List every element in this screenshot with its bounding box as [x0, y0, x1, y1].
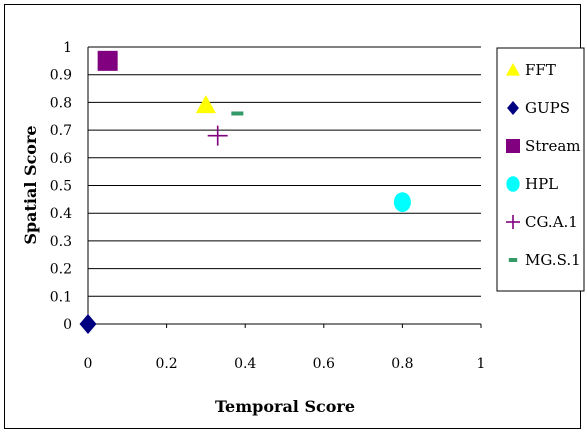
y-tick-label: 1 [63, 40, 72, 56]
legend-marker-diamond [507, 101, 519, 115]
y-tick-label: 0.1 [50, 289, 72, 305]
legend-items: FFT GUPS Stream HPL CG.A.1 MG.S.1 [506, 61, 581, 269]
legend-marker-triangle [506, 63, 520, 76]
y-tick-label: 0.9 [50, 68, 72, 84]
x-tick-label: 0.4 [234, 356, 256, 372]
legend-item: HPL [506, 175, 558, 193]
data-points [79, 50, 411, 334]
axes [87, 47, 482, 328]
x-axis-title: Temporal Score [215, 397, 355, 416]
point-mg-s-1 [231, 111, 244, 116]
x-tick-label: 0.8 [391, 356, 413, 372]
legend-label: FFT [525, 61, 556, 79]
point-hpl [393, 192, 411, 213]
legend-box [496, 47, 585, 292]
y-axis-title: Spatial Score [21, 125, 40, 244]
y-tick-label: 0 [63, 317, 72, 333]
point-gups [79, 314, 97, 334]
legend-item: MG.S.1 [508, 251, 581, 269]
legend-label: MG.S.1 [525, 251, 581, 269]
legend: FFT GUPS Stream HPL CG.A.1 MG.S.1 [496, 47, 585, 292]
x-tick-label: 0 [84, 356, 93, 372]
legend-marker-plus [506, 215, 520, 229]
legend-marker-circle [506, 176, 520, 192]
y-tick-label: 0.6 [50, 151, 72, 167]
gridlines [88, 46, 481, 325]
y-tick-label: 0.7 [50, 123, 72, 139]
y-tick-label: 0.2 [50, 262, 72, 278]
y-tick-label: 0.4 [50, 206, 72, 222]
y-tick-label: 0.8 [50, 95, 72, 111]
legend-label: GUPS [525, 99, 570, 117]
legend-item: Stream [506, 137, 581, 155]
legend-label: Stream [525, 137, 581, 155]
legend-marker-dash [508, 258, 518, 262]
legend-label: HPL [525, 175, 558, 193]
point-fft [195, 95, 216, 114]
point-stream [97, 50, 118, 71]
legend-marker-square [506, 139, 520, 153]
y-tick-labels: 0 0.1 0.2 0.3 0.4 0.5 0.6 0.7 0.8 0.9 1 [50, 40, 72, 333]
legend-label: CG.A.1 [525, 213, 578, 231]
legend-item: GUPS [507, 99, 570, 117]
point-cg-a-1 [207, 125, 228, 146]
x-tick-label: 1 [477, 356, 486, 372]
legend-item: CG.A.1 [506, 213, 578, 231]
legend-item: FFT [506, 61, 556, 79]
x-tick-labels: 0 0.2 0.4 0.6 0.8 1 [84, 356, 486, 372]
x-tick-label: 0.2 [155, 356, 177, 372]
x-tick-label: 0.6 [313, 356, 335, 372]
y-tick-label: 0.3 [50, 234, 72, 250]
y-tick-label: 0.5 [50, 179, 72, 195]
